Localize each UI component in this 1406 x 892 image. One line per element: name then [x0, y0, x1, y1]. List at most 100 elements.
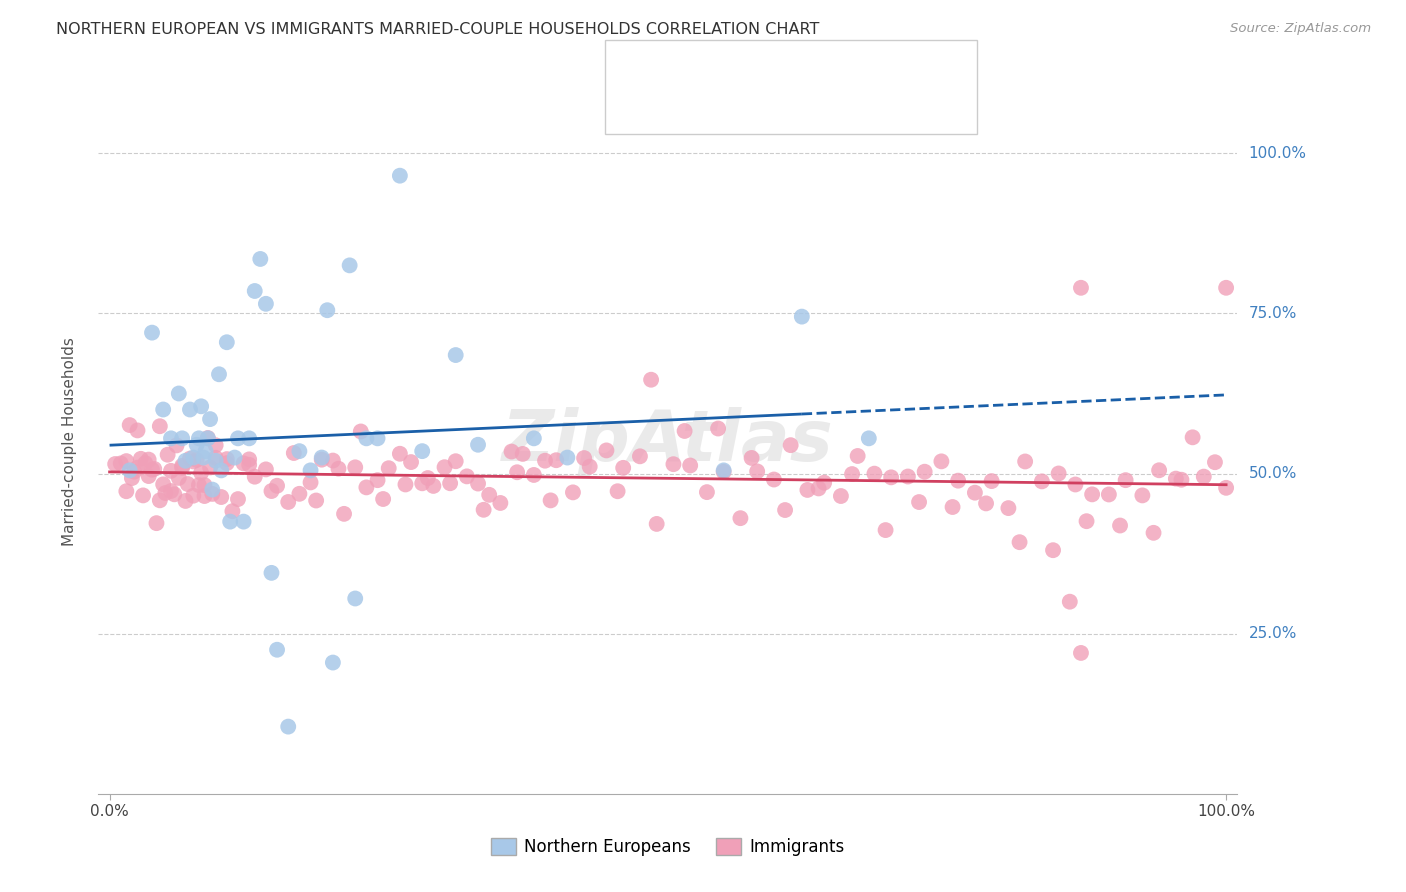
Point [179, 402, 201, 417]
Point [595, 443, 617, 458]
Point [115, 484, 138, 499]
Point [908, 495, 931, 509]
Text: R =: R = [665, 99, 702, 117]
Text: 25.0%: 25.0% [1249, 626, 1296, 641]
Point [145, 516, 167, 530]
Point [841, 467, 863, 481]
Point [160, 431, 183, 445]
Point [209, 463, 232, 477]
Point [371, 491, 394, 506]
Point [322, 453, 344, 467]
Point [356, 431, 378, 445]
Point [167, 386, 190, 401]
Point [367, 473, 389, 487]
Point [138, 469, 160, 483]
Point [880, 470, 903, 484]
Point [172, 458, 194, 473]
Point [198, 460, 221, 475]
Point [1181, 430, 1204, 444]
Point [197, 431, 219, 445]
Point [1115, 473, 1137, 487]
Point [186, 438, 208, 452]
Point [501, 444, 523, 458]
Point [141, 463, 163, 477]
Point [796, 483, 818, 497]
Point [512, 447, 534, 461]
Point [194, 444, 217, 458]
Point [122, 465, 145, 479]
Point [311, 450, 333, 465]
Point [707, 421, 730, 435]
Point [152, 402, 174, 417]
Point [197, 431, 219, 445]
Point [129, 451, 152, 466]
Point [762, 473, 785, 487]
Point [1192, 469, 1215, 483]
Text: ZipAtlas: ZipAtlas [502, 407, 834, 476]
Point [388, 169, 411, 183]
Point [155, 486, 177, 500]
Point [433, 460, 456, 475]
Text: Source: ZipAtlas.com: Source: ZipAtlas.com [1230, 22, 1371, 36]
Point [215, 452, 238, 467]
Point [942, 500, 965, 514]
Point [640, 373, 662, 387]
Point [673, 424, 696, 438]
Point [187, 431, 209, 445]
Point [156, 448, 179, 462]
Point [931, 454, 953, 468]
Text: N =: N = [778, 99, 814, 117]
Y-axis label: Married-couple Households: Married-couple Households [62, 337, 77, 546]
Point [193, 489, 215, 503]
Point [456, 469, 478, 483]
Point [411, 444, 433, 458]
Point [713, 463, 735, 477]
Point [557, 450, 579, 465]
Text: -0.018: -0.018 [717, 99, 782, 117]
Point [980, 474, 1002, 488]
Point [416, 471, 439, 485]
Point [299, 475, 322, 490]
Point [288, 487, 311, 501]
Point [283, 446, 305, 460]
Legend: Northern Europeans, Immigrants: Northern Europeans, Immigrants [484, 831, 852, 863]
Point [166, 438, 188, 452]
Point [1070, 646, 1092, 660]
Point [277, 495, 299, 509]
Text: 100.0%: 100.0% [1249, 145, 1306, 161]
Point [846, 449, 869, 463]
Point [506, 465, 529, 479]
Text: 152: 152 [830, 99, 868, 117]
Point [266, 642, 288, 657]
Point [747, 464, 769, 478]
Point [311, 452, 333, 467]
Point [174, 494, 197, 508]
Point [394, 477, 416, 491]
Point [1008, 535, 1031, 549]
Point [226, 492, 249, 507]
Point [260, 566, 283, 580]
Point [127, 424, 149, 438]
Point [1098, 487, 1121, 501]
Point [174, 454, 197, 468]
Point [138, 452, 160, 467]
Point [201, 487, 224, 501]
Point [489, 496, 512, 510]
Point [152, 477, 174, 491]
Point [914, 465, 936, 479]
Point [1147, 463, 1170, 477]
Point [187, 478, 209, 492]
Point [1031, 475, 1053, 489]
Text: 50: 50 [830, 58, 855, 76]
Point [1142, 525, 1164, 540]
Point [249, 252, 271, 266]
Point [1076, 514, 1098, 528]
Point [790, 310, 813, 324]
Point [779, 438, 801, 452]
Point [578, 459, 600, 474]
Point [143, 462, 166, 476]
Point [204, 454, 226, 468]
Point [875, 523, 897, 537]
Text: 0.007: 0.007 [717, 58, 773, 76]
Point [243, 284, 266, 298]
